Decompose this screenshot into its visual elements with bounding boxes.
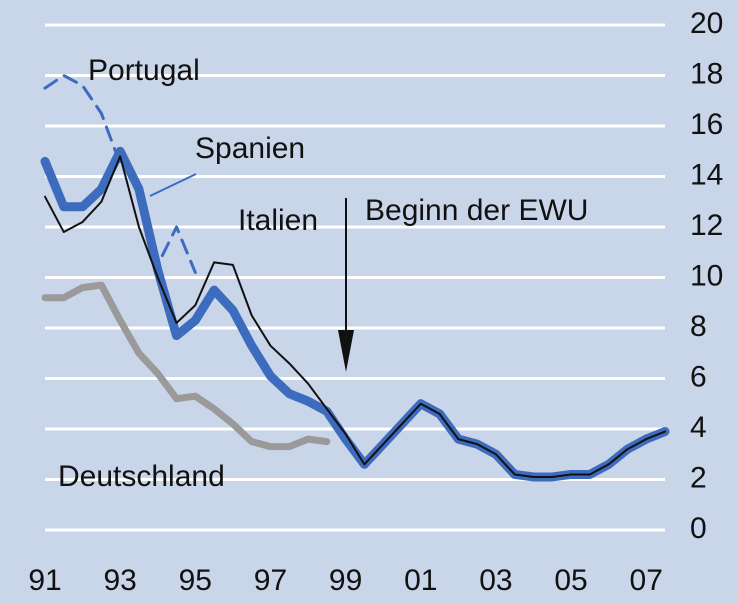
line [41,281,331,451]
series-label: Italien [238,204,318,237]
annotation: Beginn der EWU [365,194,588,227]
x-tick-label: 07 [630,564,663,597]
y-tick-label: 10 [690,259,723,292]
y-tick-label: 0 [690,512,707,545]
y-tick-label: 8 [690,310,707,343]
y-tick-label: 18 [690,57,723,90]
y-tick-label: 20 [690,7,723,40]
y-tick-label: 4 [690,411,707,444]
x-tick-label: 97 [254,564,287,597]
x-tick-label: 95 [179,564,212,597]
x-tick-label: 05 [554,564,587,597]
x-tick-label: 03 [479,564,512,597]
y-tick-label: 16 [690,108,723,141]
x-tick-label: 99 [329,564,362,597]
callout-line [149,173,197,197]
x-tick-label: 01 [404,564,437,597]
arrow-head [338,330,354,372]
y-tick-label: 2 [690,461,707,494]
x-tick-label: 93 [103,564,136,597]
y-tick-label: 14 [690,158,723,191]
series-label: Portugal [88,54,200,87]
x-tick-label: 91 [28,564,61,597]
series-label: Spanien [195,132,305,165]
line [44,155,666,478]
y-tick-label: 12 [690,209,723,242]
series-label: Deutschland [58,460,225,493]
y-tick-label: 6 [690,360,707,393]
line [43,74,197,274]
